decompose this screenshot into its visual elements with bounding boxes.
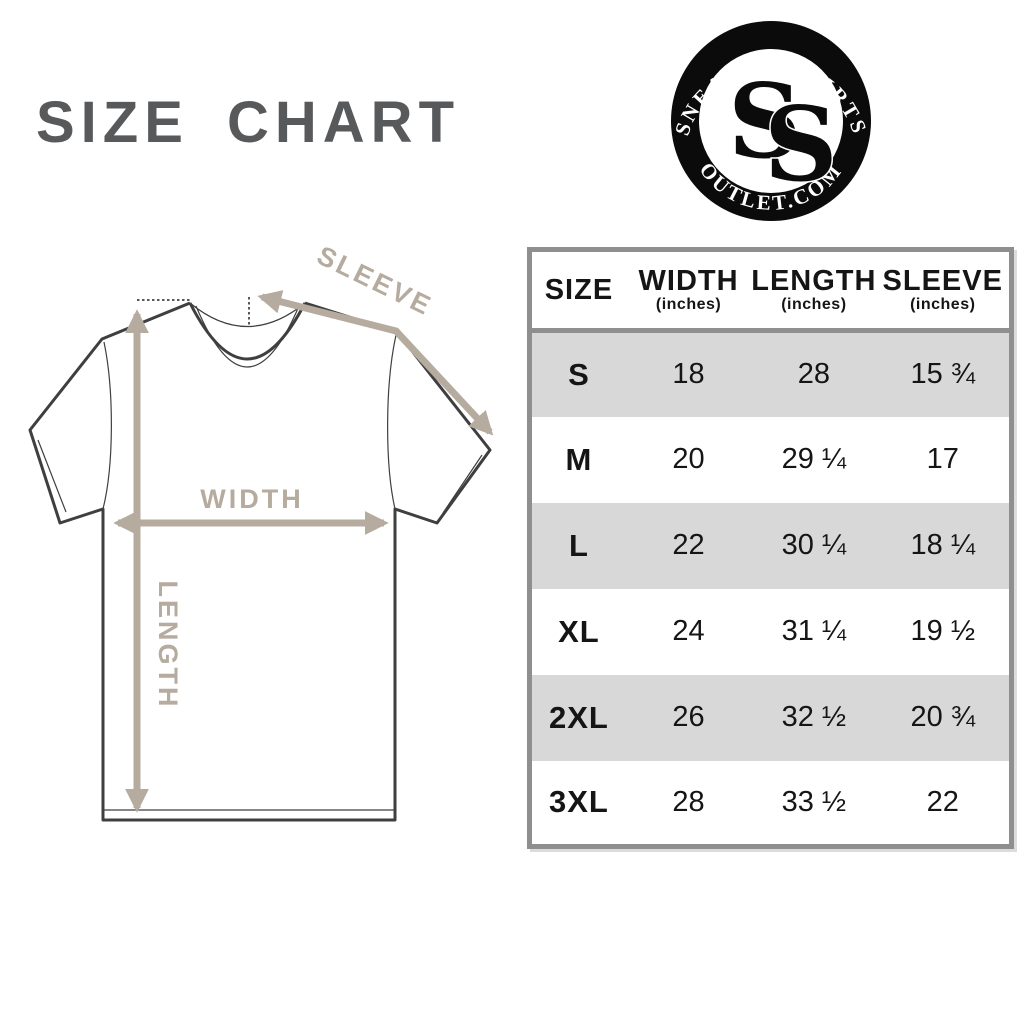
size-cell: XL <box>558 613 600 649</box>
tshirt-body <box>28 301 492 822</box>
sleeve-cell: 22 <box>926 785 959 818</box>
length-cell: 29 ¼ <box>781 443 847 475</box>
size-table: SIZE WIDTH (inches) LENGTH (inches) SLEE… <box>527 247 1014 849</box>
width-cell: 24 <box>672 615 705 647</box>
width-cell: 22 <box>672 529 705 561</box>
tshirt-measurement-diagram: WIDTH LENGTH SLEEVE <box>28 245 494 822</box>
width-label: WIDTH <box>200 484 303 514</box>
sleeve-cell: 15 ¾ <box>910 358 976 391</box>
width-cell: 28 <box>672 785 705 818</box>
size-cell: 2XL <box>549 699 609 735</box>
table-row-s: S 18 28 15 ¾ <box>529 330 1012 417</box>
header-width: WIDTH (inches) <box>625 249 752 333</box>
left-armhole-seam <box>102 341 112 510</box>
sleeve-cell: 20 ¾ <box>910 701 976 733</box>
length-cell: 32 ½ <box>781 701 847 733</box>
logo-inner-disc <box>699 49 843 193</box>
header-sleeve: SLEEVE (inches) <box>876 249 1012 333</box>
header-sleeve-unit: (inches) <box>910 296 976 314</box>
tshirt-outline <box>28 297 492 822</box>
header-size-label: SIZE <box>544 273 614 306</box>
width-cell: 18 <box>672 358 705 391</box>
sleeve-cell: 19 ½ <box>910 615 976 647</box>
header-size: SIZE <box>529 249 626 333</box>
sleeve-arrow <box>257 290 494 436</box>
monogram-s-right: S <box>764 85 838 205</box>
header-sleeve-label: SLEEVE <box>882 264 1003 297</box>
length-cell: 31 ¼ <box>781 615 847 647</box>
header-length-unit: (inches) <box>781 296 847 314</box>
header-length: LENGTH (inches) <box>751 249 877 333</box>
length-cell: 28 <box>797 358 830 391</box>
header-width-unit: (inches) <box>655 296 722 314</box>
size-cell: S <box>568 356 590 392</box>
width-cell: 20 <box>672 443 705 475</box>
left-cuff-seam <box>37 439 67 513</box>
size-cell: M <box>565 441 593 477</box>
table-row-3xl: 3XL 28 33 ½ 22 <box>530 761 1012 847</box>
header-length-label: LENGTH <box>751 264 877 297</box>
sleeve-cell: 18 ¼ <box>910 529 976 561</box>
page-title: SIZE CHART <box>36 90 460 155</box>
size-cell: L <box>568 527 589 563</box>
width-cell: 26 <box>672 701 705 733</box>
table-row-l: L 22 30 ¼ 18 ¼ <box>529 502 1012 589</box>
header-width-label: WIDTH <box>638 264 739 297</box>
table-row-xl: XL 24 31 ¼ 19 ½ <box>530 589 1012 675</box>
length-cell: 33 ½ <box>781 785 847 818</box>
table-header-row: SIZE WIDTH (inches) LENGTH (inches) SLEE… <box>529 249 1012 333</box>
table-row-m: M 20 29 ¼ 17 <box>530 417 1012 503</box>
right-cuff-seam <box>442 454 483 514</box>
length-label: LENGTH <box>153 581 183 710</box>
table-row-2xl: 2XL 26 32 ½ 20 ¾ <box>529 674 1012 761</box>
sleeve-cell: 17 <box>926 443 959 475</box>
size-cell: 3XL <box>549 784 609 820</box>
ss-monogram-icon: S S <box>728 62 839 207</box>
length-cell: 30 ¼ <box>781 529 847 561</box>
brand-logo: SNEAKER SHIRTS OUTLET.COM S S <box>670 21 871 221</box>
monogram-s-left: S <box>728 62 802 182</box>
measurement-arrows <box>113 290 494 813</box>
